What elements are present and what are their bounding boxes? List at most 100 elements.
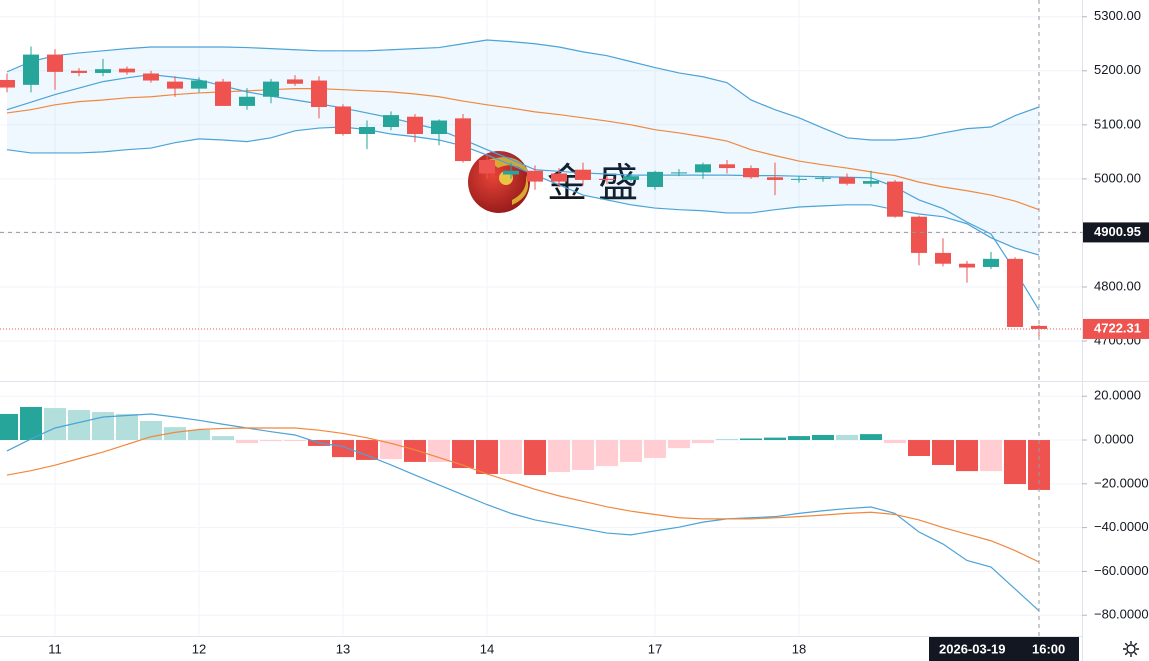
candle-body [743, 168, 759, 178]
candle-body [1007, 258, 1023, 327]
price-label: 4900.95 [1094, 224, 1141, 239]
histogram-bar [500, 440, 522, 474]
histogram-bar [356, 440, 378, 460]
price-label: 4722.31 [1094, 320, 1141, 335]
histogram-bar [620, 440, 642, 462]
candle-body [839, 177, 855, 184]
histogram-bar [332, 440, 354, 458]
histogram-bar [668, 440, 690, 449]
crosshair-date-box [929, 637, 1079, 661]
y-tick-label: 5100.00 [1094, 116, 1141, 131]
candle-body [215, 81, 231, 106]
candle-body [167, 81, 183, 89]
x-tick-label: 18 [792, 641, 806, 656]
histogram-bar [836, 434, 858, 441]
y-tick-label: −60.0000 [1094, 563, 1149, 578]
histogram-bar [716, 438, 738, 441]
y-tick-label: −20.0000 [1094, 475, 1149, 490]
histogram-bar [932, 440, 954, 465]
macd-pane [0, 406, 1050, 612]
candle-body [647, 171, 663, 187]
histogram-bar [44, 408, 66, 441]
macd-line [6, 427, 1040, 563]
candle-body [767, 177, 783, 180]
histogram-bar [908, 440, 930, 457]
x-tick-label: 12 [192, 641, 206, 656]
histogram-bar [0, 413, 18, 441]
x-tick-label: 13 [336, 641, 350, 656]
x-tick-label: 14 [480, 641, 494, 656]
histogram-bar [404, 440, 426, 462]
candle-body [23, 54, 39, 85]
candle-body [71, 70, 87, 73]
histogram-bar [236, 440, 258, 444]
settings-icon[interactable] [1123, 641, 1139, 657]
candle-body [719, 164, 735, 169]
candle-body [599, 178, 615, 180]
candle-body [335, 106, 351, 135]
y-tick-label: 20.0000 [1094, 388, 1141, 403]
histogram-bar [644, 440, 666, 458]
histogram-bar [980, 440, 1002, 472]
histogram-bar [764, 437, 786, 441]
histogram-bar [452, 440, 474, 469]
histogram-bar [572, 440, 594, 471]
histogram-bar [1004, 440, 1026, 485]
y-tick-label: 5200.00 [1094, 62, 1141, 77]
histogram-bar [20, 406, 42, 441]
candle-body [887, 181, 903, 217]
indicator-line [6, 88, 1040, 211]
candle-body [575, 169, 591, 180]
indicator-line [6, 73, 1040, 311]
histogram-bar [92, 411, 114, 441]
histogram-bar [596, 440, 618, 467]
candle-body [0, 79, 15, 88]
candle-body [791, 178, 807, 180]
histogram-bar [116, 413, 138, 441]
candle-body [551, 173, 567, 182]
price-label-box [1083, 318, 1149, 339]
crosshair-date: 2026-03-19 [939, 641, 1006, 656]
x-tick-label: 17 [648, 641, 662, 656]
candle-body [191, 80, 207, 89]
candle-body [983, 258, 999, 267]
candle-body [815, 177, 831, 179]
candle-body [671, 172, 687, 174]
histogram-bar [788, 436, 810, 441]
candle-body [287, 79, 303, 84]
candle-body [527, 170, 543, 182]
band-upper [6, 39, 1040, 141]
histogram-bar [188, 429, 210, 441]
y-tick-label: 0.0000 [1094, 431, 1134, 446]
candle-body [479, 159, 495, 174]
candle-body [695, 164, 711, 173]
y-tick-label: 4800.00 [1094, 278, 1141, 293]
y-tick-label: 5300.00 [1094, 8, 1141, 23]
candle-body [239, 96, 255, 106]
histogram-bar [284, 440, 306, 442]
candle-body [935, 252, 951, 264]
macd-line [6, 413, 1040, 612]
y-tick-label: −40.0000 [1094, 519, 1149, 534]
histogram-bar [524, 440, 546, 476]
candle-body [359, 127, 375, 135]
candle-body [431, 120, 447, 135]
candle-body [143, 73, 159, 81]
histogram-bar [740, 438, 762, 441]
histogram-bar [548, 440, 570, 472]
price-pane [0, 39, 1047, 339]
candle-body [383, 115, 399, 127]
price-label-box [1083, 222, 1149, 243]
candle-body [863, 181, 879, 184]
histogram-bar [884, 440, 906, 444]
candle-body [47, 54, 63, 72]
histogram-bar [692, 440, 714, 444]
candle-body [455, 118, 471, 162]
candle-body [119, 68, 135, 73]
y-tick-label: 5000.00 [1094, 170, 1141, 185]
histogram-bar [212, 436, 234, 441]
histogram-bar [860, 434, 882, 441]
watermark-text: 金 盛 [547, 162, 638, 206]
histogram-bar [260, 440, 282, 442]
